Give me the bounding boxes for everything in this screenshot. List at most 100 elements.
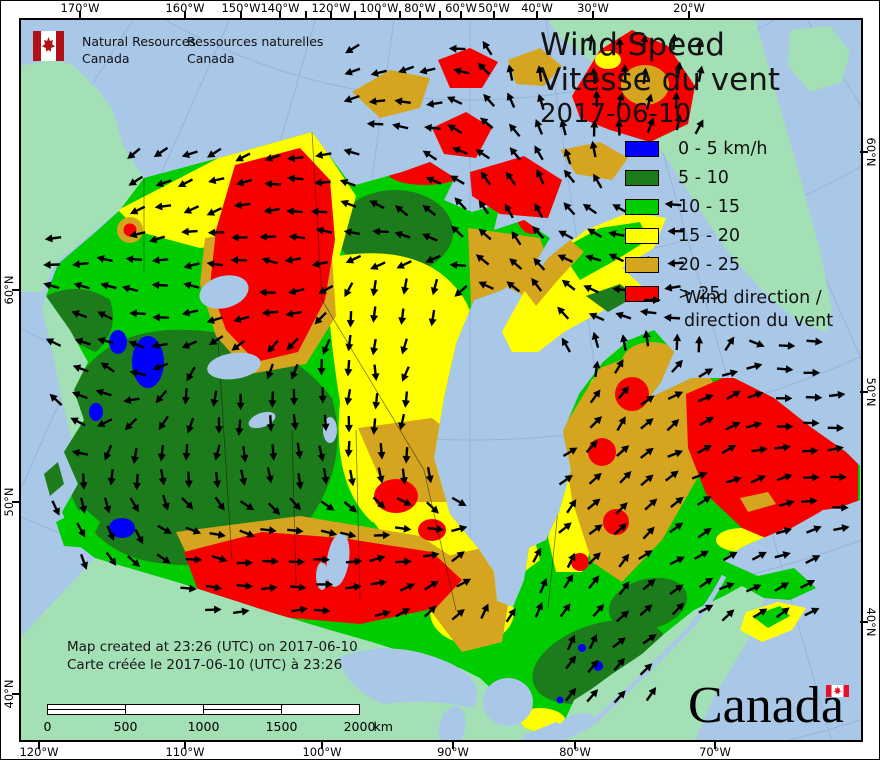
axis-tick <box>184 741 186 749</box>
wind-direction-legend-label: Wind direction / direction du vent <box>684 287 833 333</box>
axis-label: 100°W <box>302 745 342 759</box>
axis-tick <box>419 11 421 19</box>
legend-swatch <box>625 140 659 157</box>
axis-label: 50°W <box>478 1 510 15</box>
lakes <box>199 275 727 741</box>
svg-text:km: km <box>374 719 393 734</box>
axis-label: 90°W <box>437 745 469 759</box>
svg-text:1500: 1500 <box>266 719 298 734</box>
map-frame <box>19 18 863 742</box>
axis-tick <box>240 11 242 19</box>
axis-label: 70°W <box>699 745 731 759</box>
axis-label: 110°W <box>165 745 205 759</box>
logo-fr-line1: Ressources naturelles <box>187 34 324 49</box>
legend-item: 20 - 25 <box>625 250 767 279</box>
alaska-land <box>20 60 144 292</box>
legend-label: 5 - 10 <box>678 167 729 188</box>
legend-item: > 25 <box>625 279 767 308</box>
legend-label: 15 - 20 <box>678 225 740 246</box>
axis-label: 60°W <box>445 1 477 15</box>
axis-label: 80°W <box>559 745 591 759</box>
axis-label: 80°W <box>404 1 436 15</box>
greenland-land <box>548 19 832 332</box>
province-borders <box>143 132 563 611</box>
title-fr: Vitesse du vent <box>540 62 780 98</box>
logo-en-line1: Natural Resources <box>82 34 196 49</box>
axis-tick <box>12 693 20 695</box>
svg-text:1000: 1000 <box>188 719 220 734</box>
svg-text:2000: 2000 <box>344 719 376 734</box>
wordmark-flag-icon <box>826 685 849 697</box>
legend-item: 15 - 20 <box>625 221 767 250</box>
axis-tick <box>493 11 495 19</box>
axis-tick <box>860 621 868 623</box>
axis-tick <box>321 741 323 749</box>
legend-swatch <box>625 285 659 302</box>
axis-tick <box>378 11 380 19</box>
wind-direction-line2: direction du vent <box>684 311 834 331</box>
axis-tick <box>714 741 716 749</box>
axis-label: 120°W <box>19 745 59 759</box>
legend-label: 0 - 5 km/h <box>678 138 768 159</box>
axis-label: 160°W <box>165 1 205 15</box>
nrcan-logo <box>33 31 64 65</box>
canada-wordmark: Canada <box>688 677 849 734</box>
axis-tick <box>439 11 441 19</box>
logo-fr-line2: Canada <box>187 51 235 66</box>
created-en: Map created at 23:26 (UTC) on 2017-06-10 <box>67 639 358 655</box>
map-title: Wind Speed Vitesse du vent 2017-06-10 <box>540 28 780 130</box>
axis-label: 140°W <box>260 1 300 15</box>
svg-text:0: 0 <box>44 719 52 734</box>
axis-tick <box>12 289 20 291</box>
axis-label: 100°W <box>359 1 399 15</box>
axis-label: 30°W <box>577 1 609 15</box>
legend: 0 - 5 km/h 5 - 10 10 - 15 15 - 20 20 - 25 > 2… <box>625 134 767 308</box>
svg-text:500: 500 <box>114 719 138 734</box>
legend-label: 20 - 25 <box>678 254 740 275</box>
created-fr: Carte créée le 2017-06-10 (UTC) à 23:26 <box>67 657 343 673</box>
legend-item: 10 - 15 <box>625 192 767 221</box>
wind-direction-line1: Wind direction / <box>684 288 822 308</box>
axis-tick <box>460 11 462 19</box>
legend-label: 10 - 15 <box>678 196 740 217</box>
axis-tick <box>452 741 454 749</box>
axis-label: 170°W <box>60 1 100 15</box>
legend-item: 5 - 10 <box>625 163 767 192</box>
wind-direction-legend-icon <box>644 296 661 304</box>
canada-wordmark-text: Canada <box>688 677 844 734</box>
axis-label: 20°W <box>673 1 705 15</box>
axis-tick <box>592 11 594 19</box>
canada-islands <box>44 30 846 642</box>
legend-item: 0 - 5 km/h <box>625 134 767 163</box>
axis-label: 120°W <box>311 1 351 15</box>
axis-tick <box>860 151 868 153</box>
canada-flag-icon <box>33 31 64 61</box>
logo-en-line2: Canada <box>82 51 130 66</box>
axis-tick <box>305 11 307 19</box>
legend-swatch <box>625 256 659 273</box>
axis-tick <box>354 11 356 19</box>
axis-tick <box>184 11 186 19</box>
title-date: 2017-06-10 <box>540 99 692 129</box>
axis-tick <box>279 11 281 19</box>
axis-tick <box>79 11 81 19</box>
axis-tick <box>399 11 401 19</box>
axis-tick <box>330 11 332 19</box>
axis-tick <box>860 391 868 393</box>
legend-swatch <box>625 169 659 186</box>
legend-swatch <box>625 227 659 244</box>
axis-tick <box>536 11 538 19</box>
title-en: Wind Speed <box>540 27 725 63</box>
nrcan-logo-text-fr: Ressources naturelles Canada <box>187 33 323 67</box>
axis-tick <box>38 741 40 749</box>
map-created-note: Map created at 23:26 (UTC) on 2017-06-10… <box>67 638 358 674</box>
axis-label: 150°W <box>221 1 261 15</box>
axis-tick <box>688 11 690 19</box>
legend-swatch <box>625 198 659 215</box>
axis-tick <box>12 501 20 503</box>
axis-tick <box>574 741 576 749</box>
legend-label: > 25 <box>678 283 721 304</box>
